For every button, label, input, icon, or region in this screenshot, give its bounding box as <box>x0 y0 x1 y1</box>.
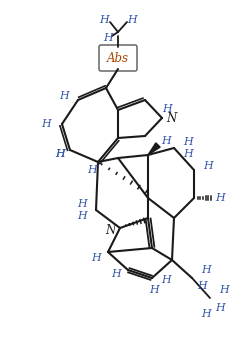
Text: H: H <box>149 285 159 295</box>
Text: H: H <box>41 119 51 129</box>
Text: H: H <box>59 91 69 101</box>
Text: Abs: Abs <box>107 52 129 64</box>
Text: H: H <box>161 136 171 146</box>
Text: N: N <box>105 224 115 237</box>
Text: H: H <box>162 104 172 114</box>
Text: H: H <box>161 275 171 285</box>
Text: H: H <box>183 137 193 147</box>
Text: H: H <box>201 265 211 275</box>
Text: H: H <box>99 15 109 25</box>
Text: H: H <box>127 15 137 25</box>
Text: H: H <box>87 165 97 175</box>
Polygon shape <box>148 143 160 155</box>
Text: H: H <box>111 269 121 279</box>
FancyBboxPatch shape <box>99 45 137 71</box>
Text: N: N <box>166 112 176 126</box>
Text: H: H <box>201 309 211 319</box>
Text: H: H <box>197 281 207 291</box>
Text: H: H <box>103 33 113 43</box>
Text: H: H <box>183 149 193 159</box>
Text: H: H <box>215 303 225 313</box>
Text: H: H <box>215 193 225 203</box>
Text: H: H <box>203 161 213 171</box>
Text: H: H <box>77 211 87 221</box>
Text: H: H <box>219 285 229 295</box>
Text: H: H <box>55 149 65 159</box>
Text: H: H <box>55 149 65 159</box>
Text: H: H <box>77 199 87 209</box>
Text: H: H <box>91 253 101 263</box>
